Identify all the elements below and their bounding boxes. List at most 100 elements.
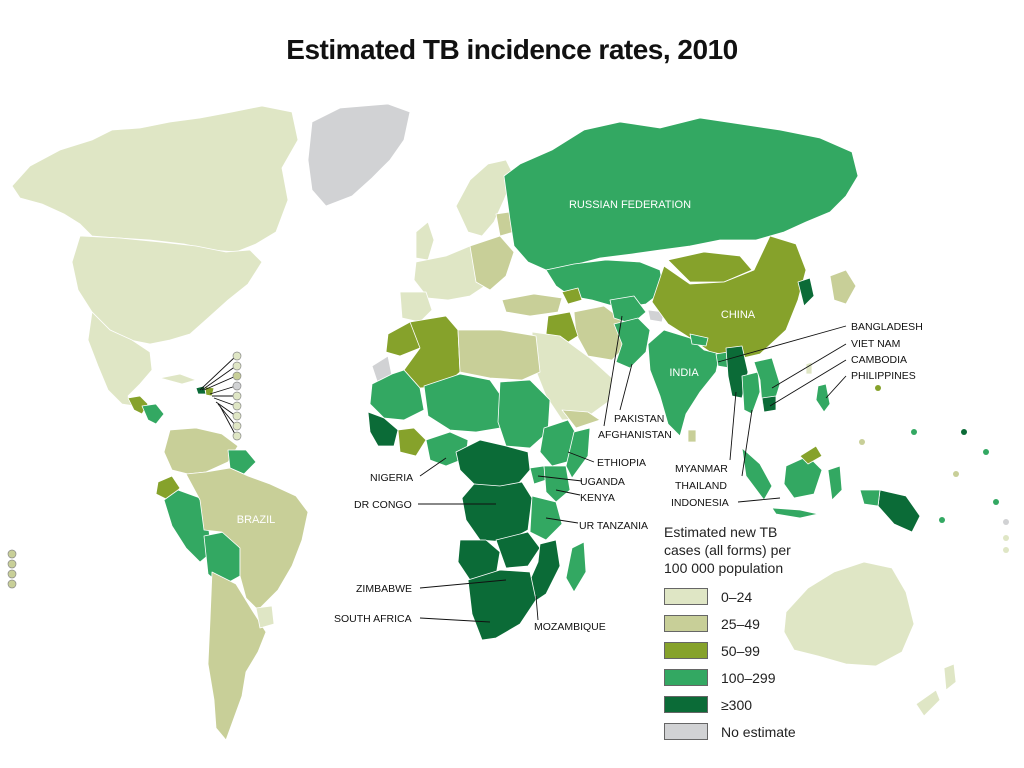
map-labels: RUSSIAN FEDERATION CHINA INDIA BRAZIL BA…	[237, 199, 923, 633]
europe	[399, 159, 515, 323]
central-america-b	[141, 403, 165, 425]
west-papua	[859, 489, 881, 507]
brazil	[185, 467, 309, 611]
label-cambodia: CAMBODIA	[851, 354, 907, 366]
iberia	[399, 291, 433, 323]
legend-swatch	[664, 642, 708, 659]
legend-swatch	[664, 723, 708, 740]
legend-item-25-49: 25–49	[664, 610, 864, 637]
label-india: INDIA	[669, 367, 699, 379]
mauritania-mali	[369, 369, 425, 421]
india	[647, 329, 721, 437]
china	[651, 235, 807, 361]
new-zealand-south	[915, 689, 941, 717]
legend-item-50-99: 50–99	[664, 637, 864, 664]
legend-label: 50–99	[721, 642, 760, 659]
canada-alaska	[11, 105, 299, 253]
middle-east	[531, 331, 613, 429]
southern-africa	[467, 569, 537, 641]
north-america	[11, 103, 411, 425]
south-america	[155, 427, 309, 741]
label-mozambique: MOZAMBIQUE	[534, 621, 606, 633]
greenland	[307, 103, 411, 207]
label-russian-federation: RUSSIAN FEDERATION	[569, 199, 691, 211]
label-thailand: THAILAND	[675, 480, 727, 492]
java	[771, 507, 819, 519]
southern-cone	[207, 571, 267, 741]
label-philippines: PHILIPPINES	[851, 370, 916, 382]
label-afghanistan: AFGHANISTAN	[598, 429, 672, 441]
eastern-europe	[469, 235, 515, 291]
madagascar	[565, 541, 587, 593]
west-africa-inner	[397, 427, 427, 457]
label-viet-nam: VIET NAM	[851, 338, 900, 350]
label-brazil: BRAZIL	[237, 514, 276, 526]
new-guinea	[877, 489, 921, 533]
legend-label: 25–49	[721, 615, 760, 632]
label-ur-tanzania: UR TANZANIA	[579, 520, 648, 532]
central-africa	[455, 439, 531, 489]
legend-title: Estimated new TB cases (all forms) per 1…	[664, 524, 791, 576]
label-indonesia: INDONESIA	[671, 497, 729, 509]
label-pakistan: PAKISTAN	[614, 413, 664, 425]
arabian-peninsula	[531, 331, 613, 421]
map-legend: Estimated new TB cases (all forms) per 1…	[664, 523, 864, 745]
legend-item-no-estimate: No estimate	[664, 718, 864, 745]
legend-item-0-24: 0–24	[664, 583, 864, 610]
yemen	[561, 409, 601, 429]
mongolia	[667, 251, 753, 283]
sri-lanka	[687, 429, 697, 443]
mexico	[87, 311, 153, 407]
legend-swatch	[664, 669, 708, 686]
caribbean-islands	[7, 351, 242, 589]
legend-swatch	[664, 696, 708, 713]
pakistan	[613, 317, 651, 369]
hispaniola-east	[204, 386, 215, 397]
label-nigeria: NIGERIA	[370, 472, 413, 484]
uk	[415, 221, 435, 261]
legend-item-100-299: 100–299	[664, 664, 864, 691]
korea-north	[797, 277, 815, 307]
oceania	[783, 385, 1009, 717]
asia	[647, 235, 921, 533]
zambia	[495, 531, 541, 569]
label-south-africa: SOUTH AFRICA	[334, 613, 412, 625]
legend-item-300-plus: ≥300	[664, 691, 864, 718]
caucasus	[561, 287, 583, 305]
sumatra	[741, 447, 773, 501]
eurasia	[501, 117, 859, 369]
label-myanmar: MYANMAR	[675, 463, 728, 475]
legend-swatch	[664, 588, 708, 605]
label-bangladesh: BANGLADESH	[851, 321, 923, 333]
libya-egypt	[457, 329, 541, 381]
kazakhstan-central-asia	[545, 259, 665, 309]
borneo-north	[799, 445, 823, 465]
niger-chad	[423, 373, 505, 433]
thailand	[741, 371, 761, 415]
taiwan	[805, 361, 813, 375]
afghanistan	[609, 295, 647, 325]
sudan	[497, 379, 551, 449]
label-uganda: UGANDA	[580, 476, 625, 488]
map-title: Estimated TB incidence rates, 2010	[286, 34, 738, 65]
sulawesi	[827, 465, 843, 501]
label-zimbabwe: ZIMBABWE	[356, 583, 412, 595]
guianas	[227, 449, 257, 475]
africa	[367, 315, 591, 641]
borneo	[783, 455, 823, 499]
russian-federation	[503, 117, 859, 271]
somalia	[565, 427, 591, 479]
colombia-venezuela	[163, 427, 239, 475]
mozambique	[529, 539, 561, 603]
japan	[829, 269, 857, 305]
philippines	[815, 383, 831, 413]
legend-label: 0–24	[721, 588, 753, 605]
uganda	[529, 465, 547, 485]
leader-lines	[418, 315, 847, 623]
cuba	[159, 373, 197, 385]
label-dr-congo: DR CONGO	[354, 499, 412, 511]
kenya	[543, 465, 571, 503]
legend-swatch	[664, 615, 708, 632]
label-kenya: KENYA	[580, 492, 615, 504]
